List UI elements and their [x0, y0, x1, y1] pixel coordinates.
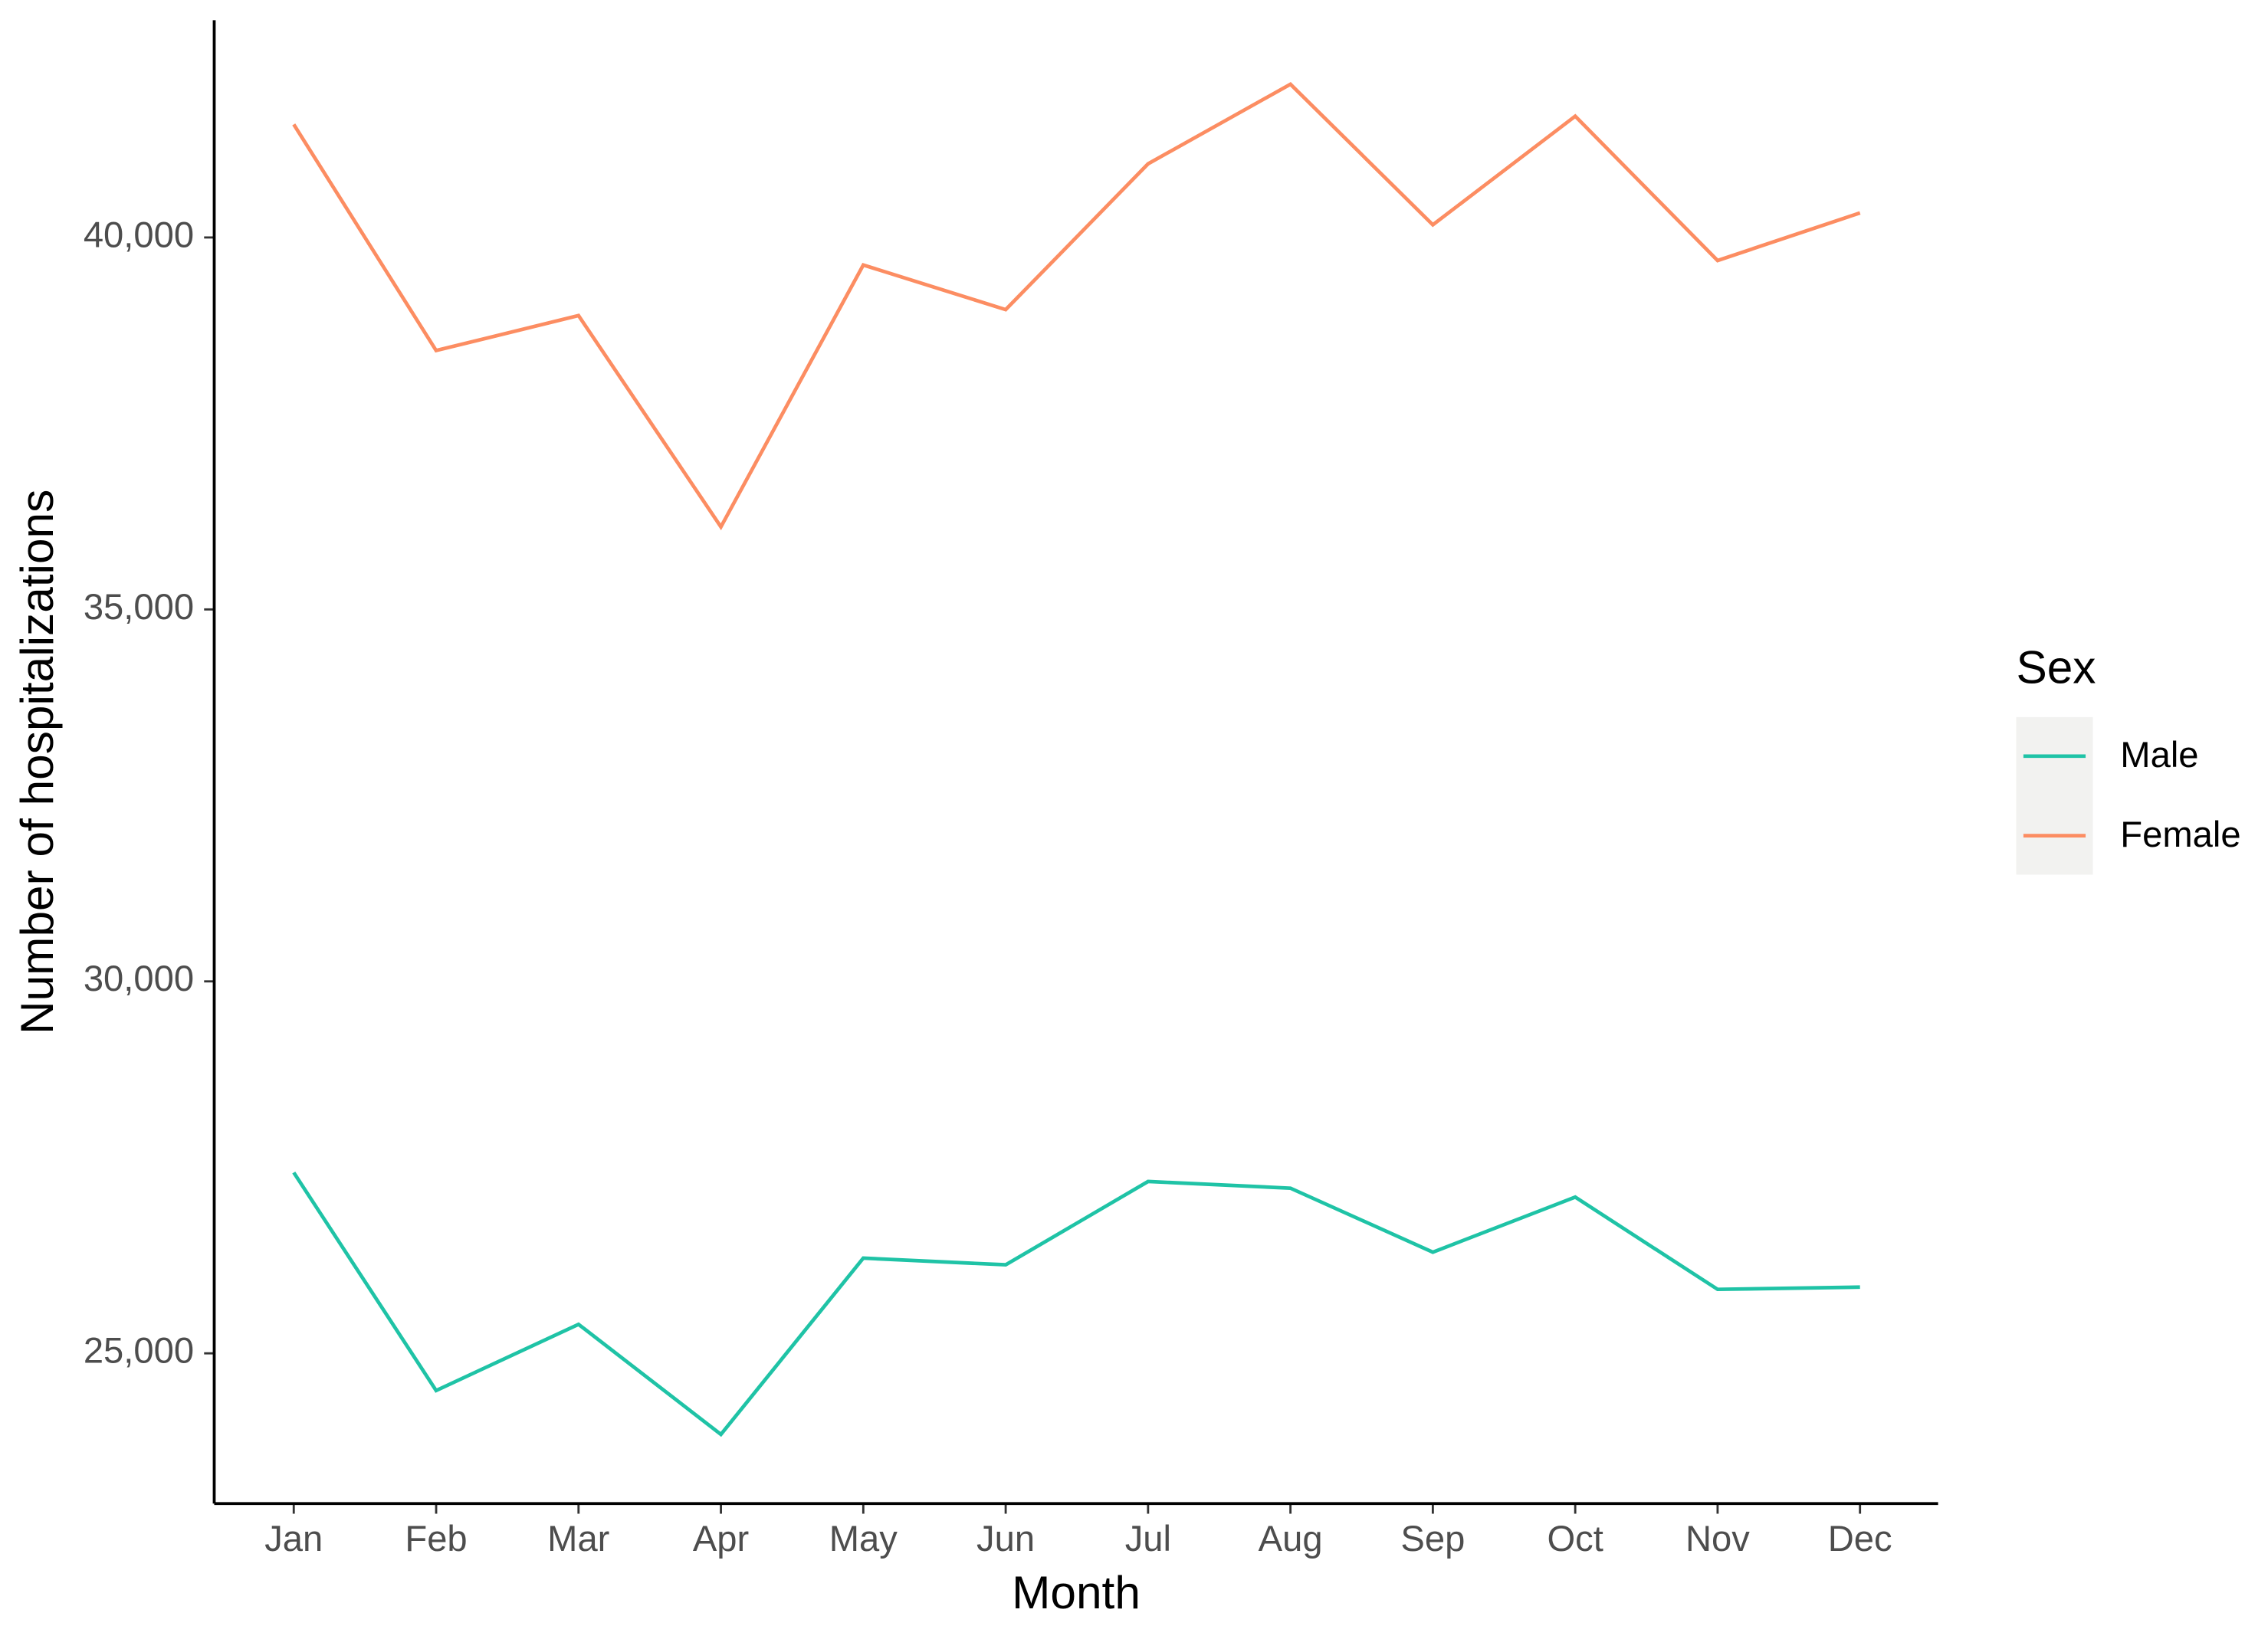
- x-tick-label: Sep: [1400, 1518, 1465, 1559]
- legend-label: Male: [2120, 734, 2198, 775]
- x-tick-label: Jan: [264, 1518, 323, 1559]
- y-tick-label: 35,000: [84, 586, 194, 627]
- x-axis-title: Month: [1012, 1566, 1141, 1618]
- x-tick-label: Feb: [405, 1518, 467, 1559]
- y-tick-label: 25,000: [84, 1330, 194, 1371]
- series-line: [292, 1171, 1860, 1437]
- y-tick-label: 40,000: [84, 214, 194, 254]
- x-tick-label: Oct: [1547, 1518, 1603, 1559]
- series-line: [292, 81, 1861, 531]
- x-tick-label: Aug: [1259, 1518, 1323, 1559]
- x-tick-label: Nov: [1685, 1518, 1750, 1559]
- x-tick-label: Jun: [976, 1518, 1035, 1559]
- legend-label: Female: [2120, 814, 2240, 854]
- x-tick-label: May: [829, 1518, 898, 1559]
- legend-key-background: [2016, 716, 2093, 875]
- y-axis-title: Number of hospitalizations: [11, 490, 63, 1034]
- y-tick-label: 30,000: [84, 958, 194, 998]
- legend-title: Sex: [2016, 641, 2096, 693]
- x-tick-label: Dec: [1828, 1518, 1892, 1559]
- x-tick-label: Mar: [547, 1518, 609, 1559]
- x-tick-label: Jul: [1125, 1518, 1171, 1559]
- x-tick-label: Apr: [693, 1518, 749, 1559]
